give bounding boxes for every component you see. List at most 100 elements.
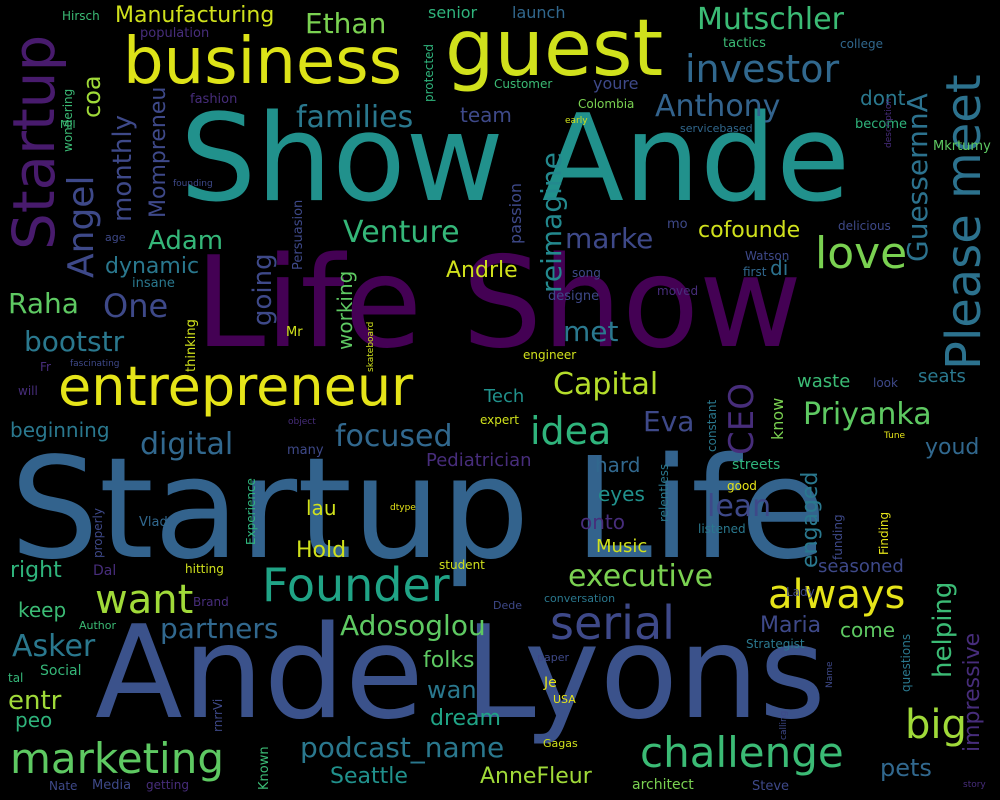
word-music: Music — [596, 536, 648, 557]
word-funding: funding — [831, 514, 845, 560]
word-tech: Tech — [484, 386, 525, 407]
word-many: many — [287, 443, 324, 458]
word-engaged: engaged — [798, 471, 823, 568]
word-manufacturing: Manufacturing — [115, 3, 275, 28]
word-fascinating: fascinating — [70, 359, 120, 369]
word-passion: passion — [506, 182, 525, 244]
word-conversation: conversation — [544, 592, 616, 605]
word-thinking: thinking — [184, 319, 199, 372]
word-engineer: engineer — [523, 348, 577, 362]
word-adosoglou: Adosoglou — [340, 609, 486, 642]
word-one: One — [103, 287, 169, 325]
word-will: will — [18, 384, 38, 398]
word-helping: helping — [928, 581, 958, 678]
word-venture: Venture — [343, 215, 460, 250]
word-dont: dont — [860, 86, 906, 110]
word-mo: mo — [667, 217, 688, 232]
word-dede: Dede — [493, 599, 522, 612]
word-object: object — [288, 417, 316, 427]
word-hard: hard — [595, 453, 641, 477]
word-protected: protected — [422, 43, 436, 102]
word-hold: Hold — [296, 538, 347, 563]
word-description: description — [884, 97, 894, 148]
word-story: story — [963, 780, 986, 790]
word-ande-lyons: Ande Lyons — [95, 599, 826, 748]
word-pediatrician: Pediatrician — [426, 450, 532, 471]
word-questions: questions — [899, 633, 913, 692]
word-moved: moved — [657, 284, 699, 298]
word-seats: seats — [918, 366, 966, 387]
word-waste: waste — [797, 371, 851, 392]
word-executive: executive — [568, 559, 714, 594]
word-investor: investor — [685, 47, 840, 91]
word-founder: Founder — [262, 558, 450, 612]
word-partners: partners — [160, 612, 279, 645]
word-digital: digital — [140, 427, 234, 462]
word-challenge: challenge — [640, 728, 844, 777]
word-experience: Experience — [244, 478, 258, 545]
word-focused: focused — [335, 419, 453, 454]
word-youre: youre — [593, 74, 639, 93]
word-come: come — [840, 618, 896, 642]
word-author: Author — [79, 619, 117, 632]
word-look: look — [873, 376, 898, 390]
word-strategist: Strategist — [746, 637, 805, 651]
word-je: Je — [544, 675, 557, 691]
word-capital: Capital — [553, 367, 659, 402]
word-guest: guest — [445, 4, 664, 94]
word-mutschler: Mutschler — [697, 2, 844, 37]
word-paper: paper — [537, 651, 569, 664]
word-right: right — [10, 558, 62, 583]
word-working: working — [333, 270, 357, 350]
word-met: met — [563, 315, 619, 348]
word-finding: Finding — [877, 511, 891, 555]
word-serial: serial — [550, 596, 675, 650]
word-pets: pets — [880, 754, 932, 782]
word-age: age — [105, 231, 126, 244]
word-dynamic: dynamic — [105, 254, 200, 279]
word-dal: Dal — [93, 563, 117, 579]
word-tune: Tune — [884, 431, 906, 441]
word-calling: calling — [779, 710, 789, 740]
word-coa: coa — [78, 75, 106, 118]
word-want: want — [95, 577, 194, 623]
word-delicious: delicious — [838, 219, 891, 233]
word-good: good — [727, 479, 757, 493]
word-life-show: Life Show — [195, 229, 803, 376]
word-dtype: dtype — [390, 503, 416, 513]
word-entrepreneur: entrepreneur — [58, 355, 414, 418]
word-guessernna: GuessernnA — [901, 93, 934, 262]
word-annefleur: AnneFleur — [480, 764, 592, 789]
word-asker: Asker — [12, 629, 96, 664]
word-eva: Eva — [643, 405, 695, 438]
word-angel: Angel — [61, 175, 102, 278]
word-mr: Mr — [286, 325, 303, 340]
word-startup-life: Startup Life — [10, 428, 827, 591]
word-servicebased: servicebased — [680, 122, 753, 135]
word-ethan: Ethan — [305, 7, 387, 40]
word-maria: Maria — [760, 613, 822, 638]
word-impressive: impressive — [960, 632, 985, 752]
word-constant: constant — [705, 399, 719, 452]
word-bootstr: bootstr — [24, 325, 125, 358]
word-name: Name — [825, 661, 835, 688]
word-always: always — [768, 572, 906, 618]
word-designe: designe — [548, 289, 600, 304]
word-startup: Startup — [0, 34, 68, 250]
word-marketing: marketing — [10, 734, 224, 783]
word-mkrtumy: Mkrtumy — [933, 139, 991, 154]
word-please-meet: Please meet — [936, 74, 992, 370]
word-youd: youd — [925, 435, 980, 460]
word-known: Known — [257, 746, 272, 790]
word-peo: peo — [15, 708, 53, 732]
word-love: love — [815, 228, 908, 279]
word-entr: entr — [8, 686, 62, 716]
word-eyes: eyes — [598, 482, 645, 506]
word-fr: Fr — [40, 360, 51, 374]
word-ceo: CEO — [722, 383, 762, 455]
word-anthony: Anthony — [655, 89, 781, 124]
word-podcast-name: podcast_name — [300, 731, 505, 764]
word-monthly: monthly — [108, 115, 138, 222]
word-architect: architect — [632, 777, 694, 793]
word-team: team — [460, 103, 512, 127]
